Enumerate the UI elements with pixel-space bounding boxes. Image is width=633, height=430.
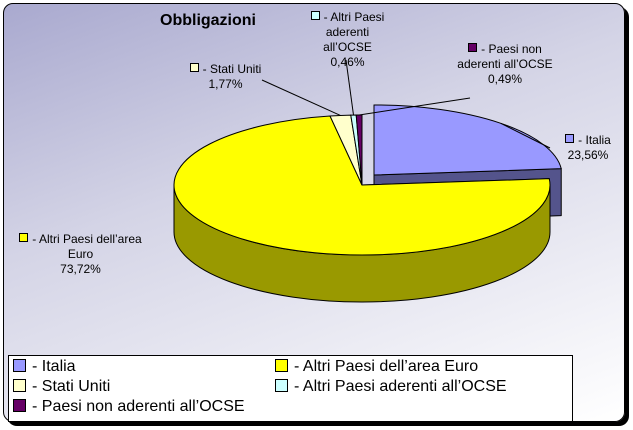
legend-swatch [275,359,288,372]
pie-slice [373,104,562,176]
legend-item: - Italia [9,357,271,377]
label-name: - Paesi non aderenti all’OCSE [457,42,553,71]
label-name: - Altri Paesi dell’area Euro [32,232,142,261]
label-value: 0,46% [330,55,365,69]
legend-swatch [13,399,26,412]
label-swatch [310,11,320,20]
chart-title: Obbligazioni [160,12,256,29]
data-label: - Italia 23,56% [548,133,628,163]
legend-text: - Paesi non aderenti all’OCSE [32,398,245,415]
leader-line [359,97,471,116]
label-swatch [189,63,199,72]
legend-item: - Stati Uniti [9,377,271,397]
legend-swatch [275,379,288,392]
leader-line [345,59,354,116]
data-label: - Altri Paesi aderenti all’OCSE 0,46% [300,10,395,70]
legend-text: - Italia [32,358,76,375]
label-swatch [565,134,575,143]
label-value: 1,77% [208,77,243,91]
legend-swatch [13,359,26,372]
label-name: - Altri Paesi aderenti all’OCSE [323,10,385,54]
leader-line [261,79,341,116]
label-name: - Stati Uniti [202,62,262,76]
legend-swatch [13,379,26,392]
label-value: 0,49% [487,72,523,86]
legend-item: - Altri Paesi dell’area Euro [271,357,571,377]
legend-text: - Stati Uniti [32,378,111,395]
label-name: - Italia [578,133,611,147]
label-swatch [19,233,29,242]
legend-text: - Altri Paesi aderenti all’OCSE [294,378,507,395]
label-value: 23,56% [567,148,609,162]
legend: - Italia - Altri Paesi dell’area Euro - St… [8,355,573,422]
leader-line [500,122,551,149]
legend-item: - Altri Paesi aderenti all’OCSE [271,377,571,397]
label-swatch [468,43,478,52]
slice-tops [173,104,562,256]
pie-slice [173,115,551,256]
data-label: - Stati Uniti 1,77% [168,62,283,92]
label-value: 73,72% [60,262,101,276]
data-label: - Altri Paesi dell’area Euro 73,72% [18,232,143,277]
legend-text: - Altri Paesi dell’area Euro [294,358,479,375]
data-label: - Paesi non aderenti all’OCSE 0,49% [455,42,555,87]
legend-item: - Paesi non aderenti all’OCSE [9,397,271,417]
